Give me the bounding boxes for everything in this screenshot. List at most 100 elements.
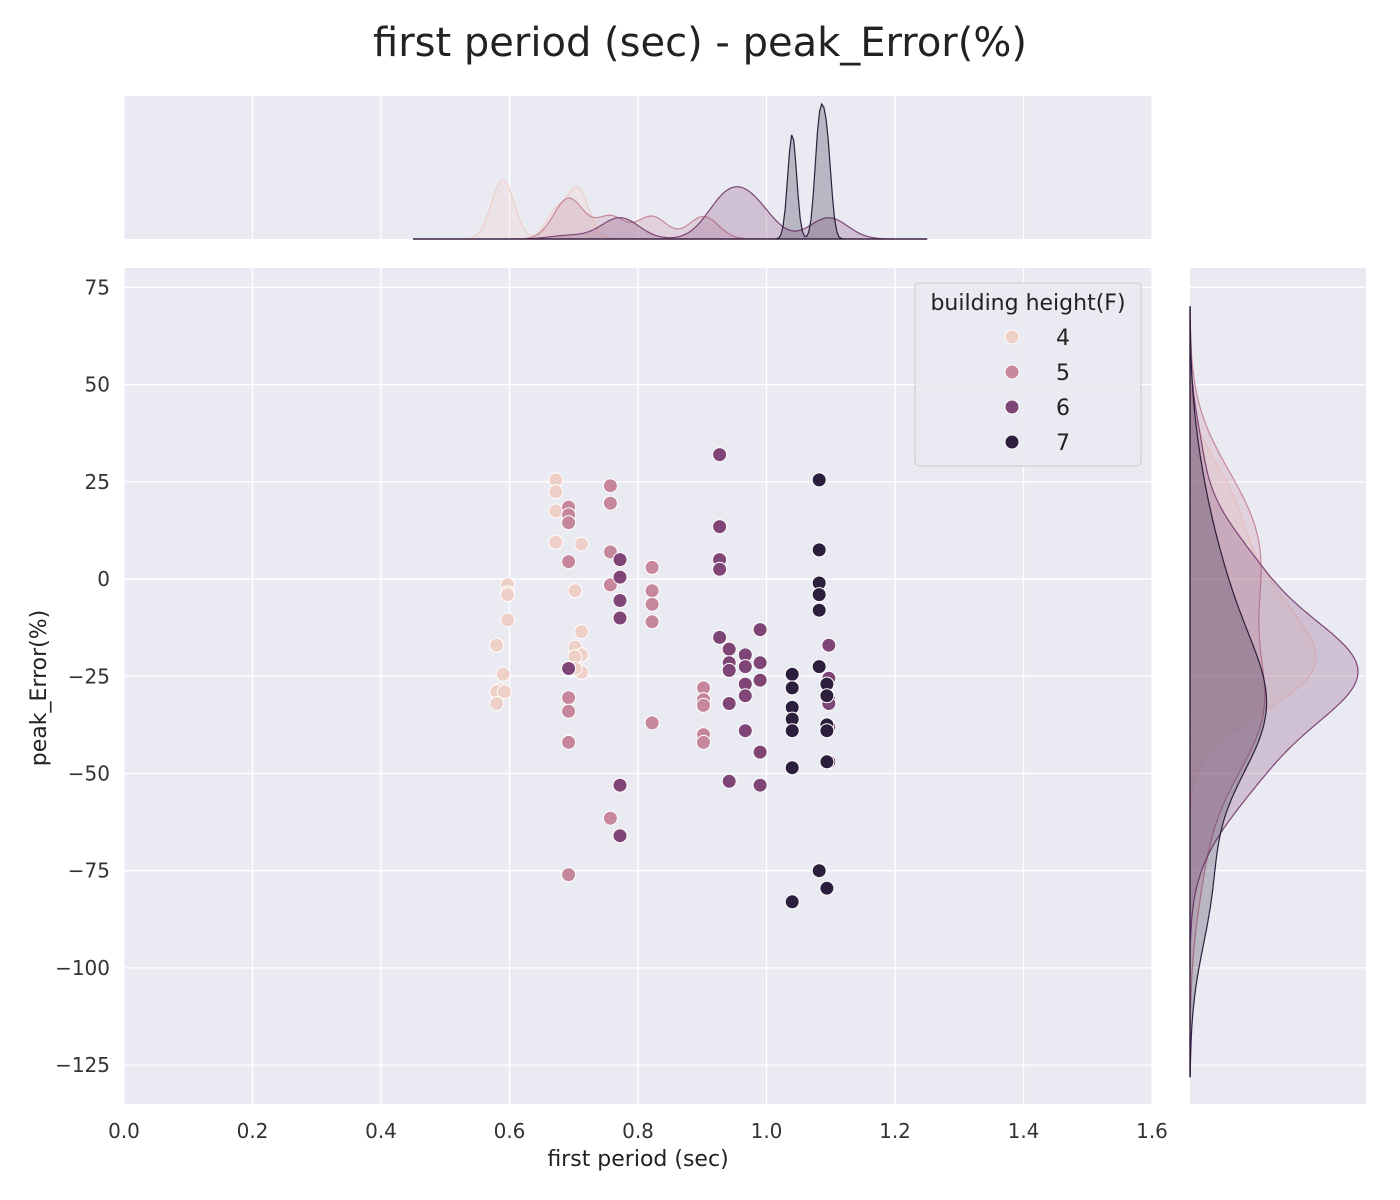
x-tick-label: 0.4 (365, 1119, 397, 1143)
data-point-series-6 (721, 662, 737, 678)
legend-label-5: 5 (1056, 361, 1070, 386)
data-point-series-7 (811, 602, 827, 618)
right-marginal-background (1190, 268, 1366, 1104)
data-point-series-5 (602, 478, 618, 494)
right-kde-series-7 (1189, 306, 1268, 1078)
x-tick-label: 1.6 (1136, 1119, 1168, 1143)
data-point-series-5 (561, 515, 577, 531)
y-tick-label: −75 (68, 859, 110, 883)
data-point-series-6 (752, 622, 768, 638)
data-point-series-4 (500, 587, 516, 603)
data-point-series-5 (696, 734, 711, 750)
legend-title: building height(F) (930, 291, 1125, 316)
data-point-series-5 (561, 703, 577, 719)
x-tick-label: 1.0 (751, 1119, 783, 1143)
data-point-series-7 (784, 680, 800, 696)
data-point-series-6 (821, 637, 837, 653)
data-point-series-5 (561, 734, 577, 750)
data-point-series-6 (752, 655, 768, 671)
x-axis-ticks: 0.0 0.2 0.4 0.6 0.8 1.0 1.2 1.4 1.6 (108, 1119, 1168, 1143)
data-point-series-4 (548, 534, 564, 550)
legend-marker-5 (1004, 364, 1020, 380)
data-point-series-6 (737, 723, 753, 739)
data-point-series-6 (712, 629, 728, 645)
data-point-series-6 (612, 569, 628, 585)
data-point-series-4 (548, 503, 564, 519)
top-marginal-kde (413, 102, 928, 240)
data-point-series-7 (819, 723, 835, 739)
legend-marker-6 (1004, 399, 1020, 415)
y-axis-ticks: 75 50 25 0 −25 −50 −75 −100 −125 (55, 275, 110, 1077)
chart-title: first period (sec) - peak_Error(%) (373, 20, 1027, 66)
right-marginal-grid (1190, 286, 1366, 1066)
data-point-series-4 (496, 684, 512, 700)
x-tick-label: 0.0 (108, 1119, 140, 1143)
x-tick-label: 1.2 (879, 1119, 911, 1143)
data-point-series-6 (737, 659, 753, 675)
data-point-series-7 (819, 754, 835, 770)
y-axis-label: peak_Error(%) (27, 610, 52, 766)
legend-label-6: 6 (1056, 396, 1070, 421)
data-point-series-6 (721, 773, 737, 789)
x-axis-label: first period (sec) (547, 1147, 728, 1172)
y-tick-label: −100 (55, 956, 110, 980)
data-point-series-6 (612, 610, 628, 626)
legend-marker-4 (1004, 329, 1020, 345)
data-point-series-7 (811, 659, 827, 675)
data-point-series-5 (644, 559, 660, 575)
legend: building height(F) 4 5 6 7 (914, 282, 1142, 467)
data-point-series-6 (737, 688, 753, 704)
data-point-series-4 (500, 612, 516, 628)
x-tick-label: 0.6 (494, 1119, 526, 1143)
data-point-series-6 (712, 519, 728, 535)
data-point-series-6 (612, 593, 628, 608)
y-tick-label: 25 (85, 470, 110, 494)
data-point-series-5 (644, 715, 660, 731)
data-point-series-7 (811, 472, 827, 488)
data-point-series-6 (612, 828, 628, 844)
data-point-series-6 (721, 641, 737, 657)
data-point-series-5 (561, 867, 577, 883)
data-point-series-7 (784, 723, 800, 739)
data-point-series-4 (574, 624, 589, 640)
data-point-series-7 (811, 863, 827, 879)
data-point-series-6 (712, 447, 728, 463)
legend-label-4: 4 (1056, 326, 1070, 351)
data-point-series-5 (602, 810, 618, 826)
data-point-series-7 (819, 688, 835, 704)
data-point-series-5 (561, 690, 577, 706)
legend-label-7: 7 (1056, 431, 1070, 456)
legend-frame (914, 282, 1142, 467)
scatter-points (489, 447, 837, 910)
y-tick-label: 50 (85, 373, 110, 397)
data-point-series-6 (712, 561, 728, 577)
data-point-series-6 (752, 777, 768, 793)
x-tick-label: 0.2 (237, 1119, 269, 1143)
data-point-series-7 (784, 760, 800, 776)
data-point-series-6 (752, 672, 768, 688)
data-point-series-4 (489, 696, 505, 711)
data-point-series-6 (612, 777, 628, 793)
legend-marker-7 (1004, 434, 1020, 450)
data-point-series-4 (574, 536, 589, 552)
data-point-series-7 (811, 587, 827, 603)
data-point-series-4 (495, 666, 511, 682)
data-point-series-5 (602, 495, 618, 511)
data-point-series-6 (721, 696, 737, 711)
data-point-series-5 (561, 554, 577, 570)
top-marginal-grid (123, 96, 1153, 239)
data-point-series-5 (644, 583, 660, 599)
data-point-series-5 (644, 614, 660, 630)
right-marginal-kde (1189, 306, 1359, 1078)
y-tick-label: 75 (85, 275, 110, 299)
data-point-series-4 (489, 637, 505, 653)
data-point-series-7 (784, 894, 800, 910)
data-point-series-5 (696, 697, 711, 713)
data-point-series-6 (752, 744, 768, 760)
x-tick-label: 1.4 (1008, 1119, 1040, 1143)
y-tick-label: −125 (55, 1053, 110, 1077)
y-tick-label: −25 (68, 664, 110, 688)
data-point-series-7 (784, 666, 800, 682)
data-point-series-6 (612, 552, 628, 568)
data-point-series-7 (811, 542, 827, 558)
